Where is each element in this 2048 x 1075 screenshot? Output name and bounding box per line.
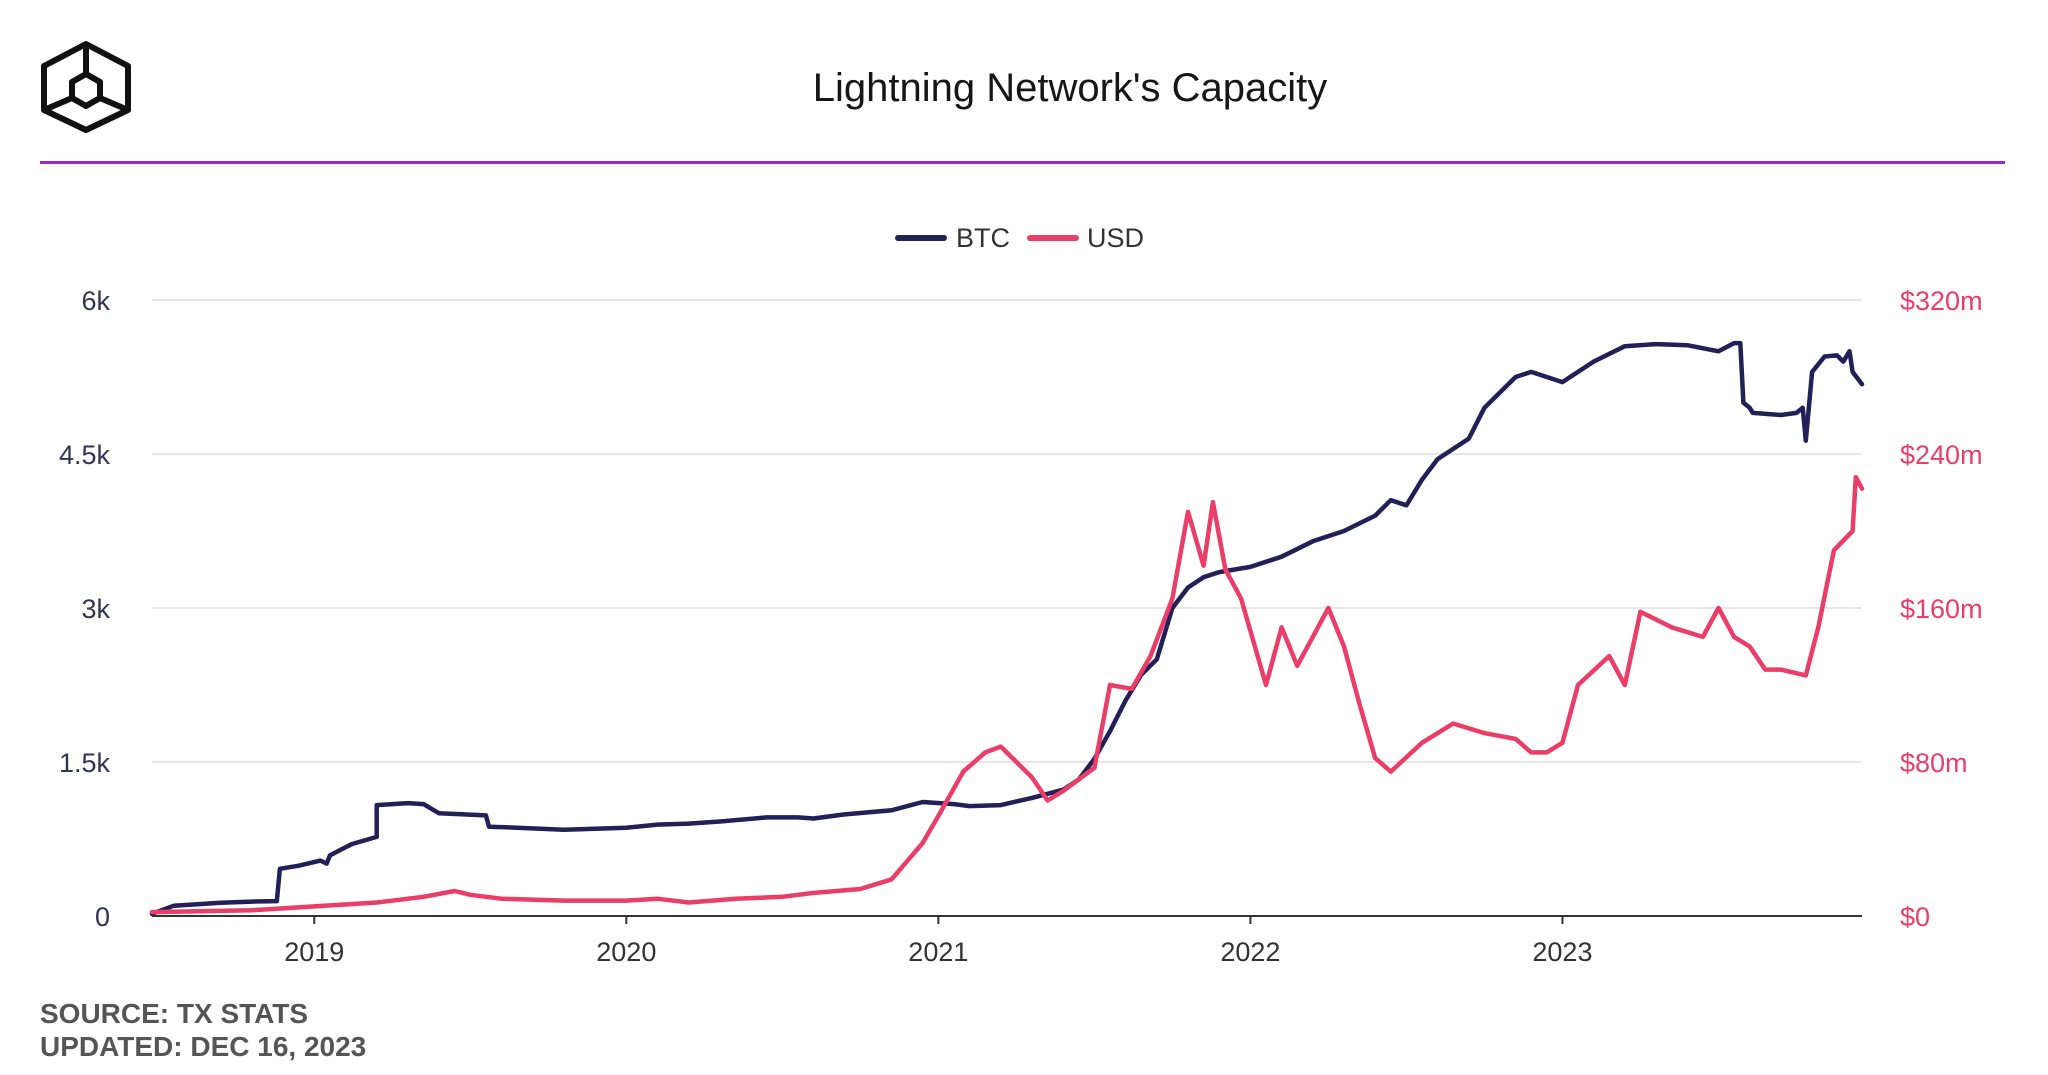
y-left-tick-label: 6k: [81, 286, 110, 316]
x-tick-label: 2023: [1532, 937, 1592, 967]
legend-label-usd: USD: [1087, 223, 1144, 253]
header-divider: [40, 161, 2005, 164]
series-line-usd: [149, 474, 1865, 915]
y-left-tick-label: 0: [95, 902, 110, 932]
y-right-tick-label: $0: [1900, 902, 1930, 932]
x-tick-label: 2021: [908, 937, 968, 967]
capacity-line-chart: BTC USD 0 $0 1.5k $80m 3k $160m 4.5k $240m 6k $320m…: [59, 223, 1983, 967]
y-left-tick-label: 1.5k: [59, 748, 111, 778]
footer-source: SOURCE: TX STATS UPDATED: DEC 16, 2023: [40, 997, 366, 1063]
y-right-tick-label: $80m: [1900, 748, 1968, 778]
source-text: SOURCE: TX STATS: [40, 998, 309, 1029]
y-left-tick-label: 4.5k: [59, 440, 111, 470]
cube-logo-icon: [41, 41, 131, 133]
y-right-tick-label: $160m: [1900, 594, 1983, 624]
x-tick-label: 2022: [1220, 937, 1280, 967]
y-right-tick-label: $240m: [1900, 440, 1983, 470]
chart-title: Lightning Network's Capacity: [812, 66, 1328, 110]
x-tick-label: 2019: [284, 937, 344, 967]
legend-label-btc: BTC: [956, 223, 1010, 253]
y-left-tick-label: 3k: [81, 594, 110, 624]
updated-text: UPDATED: DEC 16, 2023: [40, 1031, 367, 1062]
series-line-btc: [149, 340, 1865, 917]
y-right-tick-label: $320m: [1900, 286, 1983, 316]
x-tick-label: 2020: [596, 937, 656, 967]
